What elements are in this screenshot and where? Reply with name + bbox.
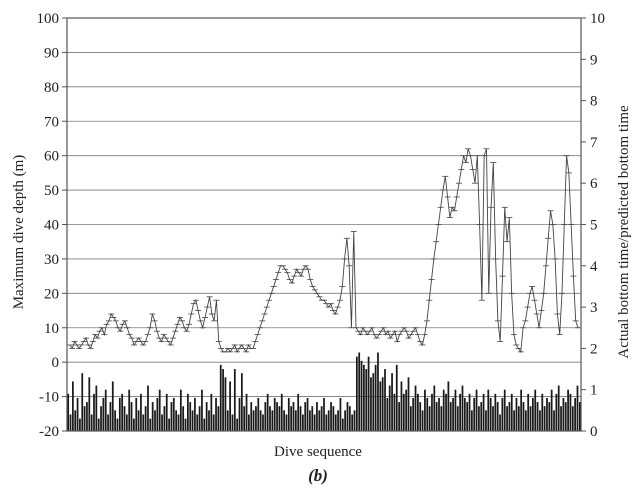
y-tick-label: 90	[44, 45, 59, 61]
y2-tick-label: 7	[590, 135, 598, 151]
y-tick-label: 10	[44, 321, 59, 337]
ratio-bars	[67, 352, 581, 431]
y2-tick-label: 3	[590, 300, 598, 316]
y2-tick-label: 2	[590, 341, 598, 357]
y2-tick-label: 4	[590, 259, 598, 275]
y-axis-title: Maximum dive depth (m)	[11, 155, 27, 310]
y-tick-label: 100	[37, 11, 60, 27]
right-axis-ticks: 0 1 2 3 4 5 6 7 8 9 10	[581, 11, 605, 440]
y2-tick-label: 0	[590, 424, 598, 440]
y-tick-label: -20	[39, 424, 59, 440]
depth-line	[69, 148, 579, 354]
y2-axis-title: Actual bottom time/predicted bottom time	[616, 105, 632, 359]
depth-line-layer	[67, 148, 581, 354]
y2-tick-label: 5	[590, 218, 598, 234]
y-tick-label: 30	[44, 252, 59, 268]
panel-label: (b)	[308, 466, 328, 485]
y2-tick-label: 8	[590, 94, 598, 110]
y2-tick-label: 1	[590, 383, 598, 399]
y2-tick-label: 9	[590, 52, 598, 68]
y-tick-label: 60	[44, 149, 59, 165]
y-tick-label: 50	[44, 183, 59, 199]
y-tick-label: 0	[52, 355, 60, 371]
y-tick-label: 80	[44, 80, 59, 96]
y2-tick-label: 10	[590, 11, 605, 27]
y-tick-label: 70	[44, 114, 59, 130]
y2-tick-label: 6	[590, 176, 598, 192]
y-tick-label: 40	[44, 218, 59, 234]
x-axis-title: Dive sequence	[274, 444, 362, 460]
y-tick-label: -10	[39, 390, 59, 406]
y-tick-label: 20	[44, 286, 59, 302]
left-axis-ticks: -20 -10 0 10 20 30 40 50 60 70 80 90 100	[37, 11, 67, 440]
